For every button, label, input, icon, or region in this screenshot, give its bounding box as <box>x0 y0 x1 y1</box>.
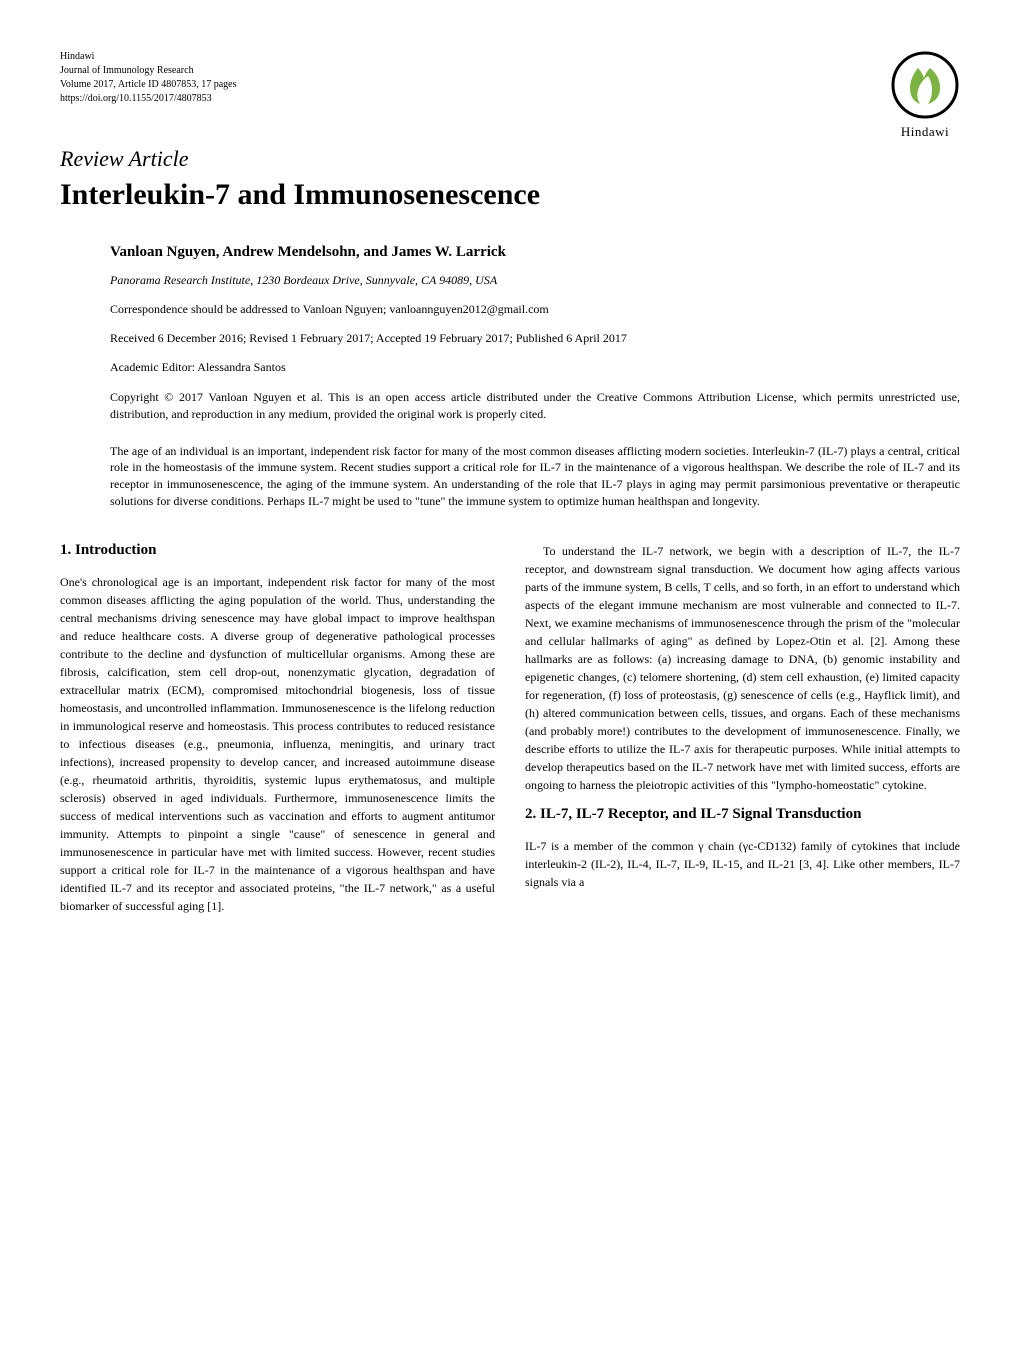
publisher-info: Hindawi Journal of Immunology Research V… <box>60 50 960 106</box>
section-2-heading: 2. IL-7, IL-7 Receptor, and IL-7 Signal … <box>525 806 960 823</box>
section-2-paragraph-1: IL-7 is a member of the common γ chain (… <box>525 837 960 891</box>
publication-dates: Received 6 December 2016; Revised 1 Febr… <box>110 331 960 346</box>
abstract: The age of an individual is an important… <box>110 443 960 510</box>
article-title: Interleukin-7 and Immunosenescence <box>60 178 960 212</box>
publisher-logo: Hindawi <box>890 50 960 140</box>
journal-name: Journal of Immunology Research <box>60 64 960 78</box>
affiliation: Panorama Research Institute, 1230 Bordea… <box>110 273 960 288</box>
body-columns: 1. Introduction One's chronological age … <box>60 542 960 927</box>
logo-icon <box>890 50 960 120</box>
section-1-paragraph-1: One's chronological age is an important,… <box>60 573 495 915</box>
doi-link[interactable]: https://doi.org/10.1155/2017/4807853 <box>60 92 960 106</box>
section-1-heading: 1. Introduction <box>60 542 495 559</box>
volume-info: Volume 2017, Article ID 4807853, 17 page… <box>60 78 960 92</box>
authors: Vanloan Nguyen, Andrew Mendelsohn, and J… <box>110 244 960 261</box>
correspondence: Correspondence should be addressed to Va… <box>110 302 960 317</box>
copyright-notice: Copyright © 2017 Vanloan Nguyen et al. T… <box>110 389 960 423</box>
logo-text: Hindawi <box>890 124 960 140</box>
section-1-paragraph-2: To understand the IL-7 network, we begin… <box>525 542 960 794</box>
left-column: 1. Introduction One's chronological age … <box>60 542 495 927</box>
article-type: Review Article <box>60 146 960 172</box>
header-section: Hindawi Journal of Immunology Research V… <box>60 50 960 106</box>
right-column: To understand the IL-7 network, we begin… <box>525 542 960 927</box>
academic-editor: Academic Editor: Alessandra Santos <box>110 360 960 375</box>
publisher-name: Hindawi <box>60 50 960 64</box>
